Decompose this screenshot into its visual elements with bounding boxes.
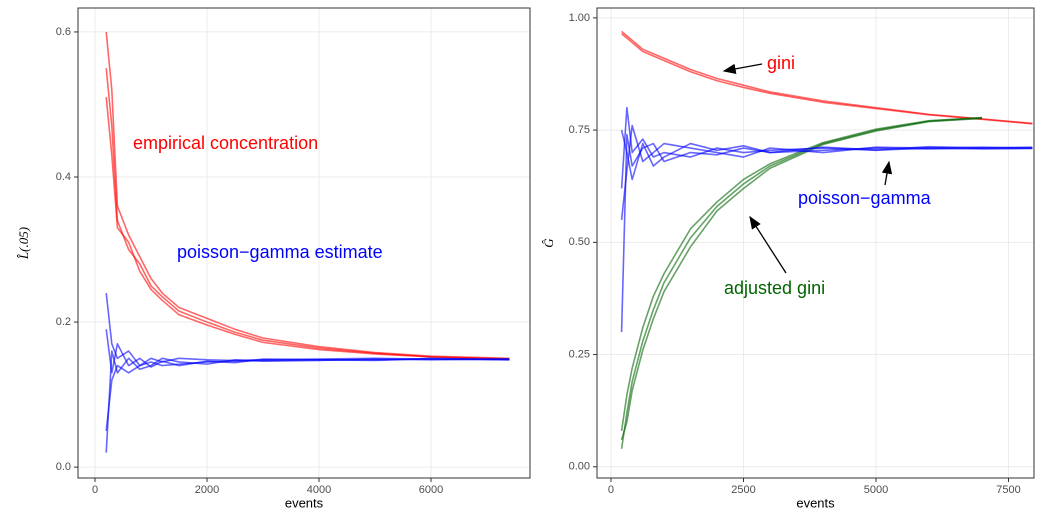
annotation: poisson−gamma [798, 188, 932, 208]
series-line [620, 117, 983, 441]
x-tick-label: 2500 [731, 484, 755, 496]
annotation: poisson−gamma estimate [177, 242, 383, 262]
series-line [105, 97, 510, 360]
x-axis-label: events [285, 495, 324, 510]
series-line [105, 31, 510, 360]
x-tick-label: 4000 [307, 484, 331, 496]
plot-border [77, 7, 531, 479]
series-line [105, 292, 510, 367]
y-axis-label: L̂(.05) [16, 227, 31, 260]
y-tick-label: 0.25 [569, 348, 590, 360]
series-line [620, 117, 983, 449]
plot-border [596, 7, 1035, 479]
x-tick-label: 5000 [864, 484, 888, 496]
series-line [105, 68, 510, 360]
y-axis-label: Ĝ [541, 238, 556, 248]
series-line [621, 32, 1033, 125]
annotation: gini [767, 53, 795, 73]
annotation: empirical concentration [133, 133, 318, 153]
y-tick-label: 0.4 [56, 171, 71, 183]
y-tick-label: 0.75 [569, 124, 590, 136]
series-line [620, 116, 983, 431]
x-tick-label: 6000 [419, 484, 443, 496]
annotation: adjusted gini [724, 278, 825, 298]
y-tick-label: 1.00 [569, 12, 590, 24]
plot-background [597, 8, 1034, 478]
arrow [881, 160, 893, 186]
panels: 0.0 0.2 0.4 0.6 0 2000 4000 6000 events L̂(.05) em… [16, 7, 1035, 510]
series-line [620, 133, 1033, 333]
x-axis-label: events [796, 495, 835, 510]
y-tick-label: 0.6 [56, 26, 71, 38]
arrows [722, 63, 893, 274]
x-tick-label: 7500 [996, 484, 1020, 496]
x-tick-label: 2000 [195, 484, 219, 496]
series-line [105, 329, 510, 374]
y-tick-label: 0.2 [56, 316, 71, 328]
y-tick-label: 0.0 [56, 461, 71, 473]
y-tick-label: 0.00 [569, 461, 590, 473]
arrow [749, 215, 787, 274]
x-tick-label: 0 [92, 484, 98, 496]
series-line [620, 129, 1033, 181]
arrow [722, 63, 763, 74]
plot-background [78, 8, 530, 478]
y-tick-label: 0.50 [569, 236, 590, 248]
x-tick-label: 0 [608, 484, 614, 496]
